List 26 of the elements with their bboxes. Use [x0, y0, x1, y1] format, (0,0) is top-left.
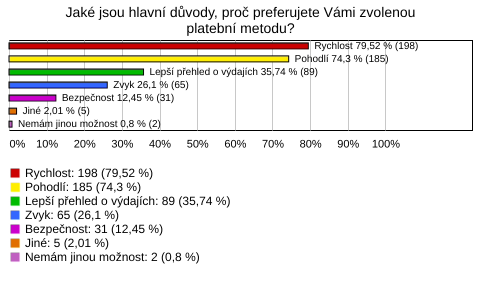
x-tick-label: 70% — [262, 138, 284, 150]
x-tick-label: 60% — [224, 138, 247, 150]
data-label: Bezpečnost 12,45 % (31) — [62, 93, 174, 104]
legend-label: Nemám jinou možnost: 2 (0,8 %) — [25, 250, 200, 264]
x-tick-label: 40% — [149, 138, 172, 150]
x-tick-label: 50% — [186, 138, 209, 150]
legend-label: Rychlost: 198 (79,52 %) — [25, 166, 154, 180]
legend-label: Jiné: 5 (2,01 %) — [25, 236, 110, 250]
x-tick-label: 10% — [36, 138, 58, 150]
data-label: Pohodlí 74,3 % (185) — [294, 54, 389, 65]
legend-label: Zvyk: 65 (26,1 %) — [25, 208, 120, 222]
chart-title: Jaké jsou hlavní důvody, proč preferujete Vámi zvolenou platební metodu? — [66, 4, 416, 36]
legend-label: Lepší přehled o výdajích: 89 (35,74 %) — [25, 194, 230, 208]
legend-label: Bezpečnost: 31 (12,45 %) — [25, 222, 164, 236]
x-tick-label: 80% — [300, 138, 322, 150]
legend-label: Pohodlí: 185 (74,3 %) — [25, 180, 142, 194]
data-label: Nemám jinou možnost 0,8 % (2) — [18, 119, 161, 130]
x-tick-label: 100% — [372, 138, 400, 150]
data-label: Lepší přehled o výdajích 35,74 % (89) — [150, 66, 318, 78]
x-tick-label: 90% — [337, 138, 360, 150]
x-tick-label: 0% — [10, 138, 26, 150]
x-tick-label: 20% — [74, 138, 96, 150]
data-label: Jiné 2,01 % (5) — [22, 106, 90, 118]
data-label: Rychlost 79,52 % (198) — [314, 40, 418, 52]
data-label: Zvyk 26,1 % (65) — [113, 80, 189, 91]
x-tick-label: 30% — [111, 138, 134, 150]
